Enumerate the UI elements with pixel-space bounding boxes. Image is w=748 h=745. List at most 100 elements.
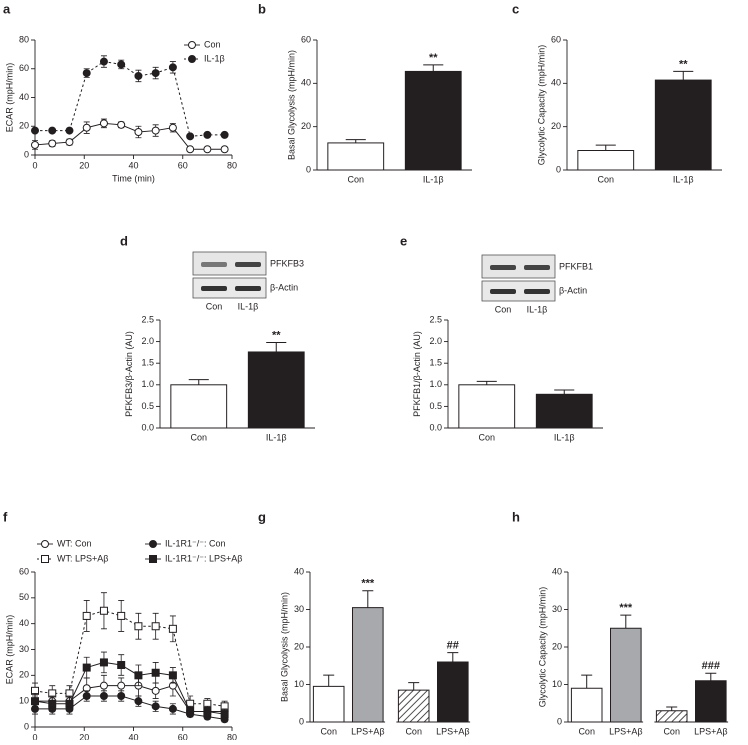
panel-label: a xyxy=(3,1,11,16)
series-line xyxy=(35,695,225,720)
marker xyxy=(99,692,108,700)
significance: ** xyxy=(272,329,281,341)
bar xyxy=(397,689,430,723)
marker xyxy=(117,692,126,700)
marker xyxy=(151,126,160,135)
legend-marker xyxy=(188,41,196,49)
bar xyxy=(247,351,305,429)
marker xyxy=(220,145,229,154)
bar xyxy=(610,627,642,723)
y-tick-label: 0 xyxy=(299,716,304,726)
error-bar xyxy=(705,672,717,681)
band xyxy=(524,265,550,270)
error-bar xyxy=(447,652,459,662)
blot xyxy=(481,280,556,302)
marker xyxy=(168,63,177,72)
marker xyxy=(99,681,108,690)
marker xyxy=(134,71,143,80)
marker xyxy=(168,704,177,713)
bar xyxy=(655,710,688,723)
y-tick-label: 50 xyxy=(19,592,29,602)
bar xyxy=(352,607,384,723)
marker xyxy=(151,69,160,78)
protein-label: PFKFB3 xyxy=(270,258,304,268)
bar xyxy=(327,142,385,171)
significance: ### xyxy=(702,660,720,672)
y-tick-label: 20 xyxy=(294,641,304,651)
marker xyxy=(203,707,212,716)
error-bar xyxy=(266,341,287,352)
lane-label: Con xyxy=(206,301,223,311)
significance: *** xyxy=(619,602,633,614)
y-tick-label: 20 xyxy=(19,670,29,680)
legend-marker xyxy=(41,540,49,548)
panel-label: g xyxy=(258,509,266,524)
band xyxy=(524,289,550,294)
x-tick-label: 80 xyxy=(227,160,237,170)
marker xyxy=(65,699,74,708)
panel-label: c xyxy=(512,1,519,16)
error-bar xyxy=(188,379,209,385)
marker xyxy=(168,671,177,680)
marker xyxy=(134,671,143,680)
error-bar xyxy=(620,614,632,629)
legend-label: IL-1β xyxy=(204,53,225,63)
band xyxy=(201,286,227,291)
marker xyxy=(48,699,57,708)
marker xyxy=(220,130,229,139)
error-bar xyxy=(554,389,575,395)
error-bar xyxy=(423,64,444,72)
protein-label: β-Actin xyxy=(270,282,298,292)
x-tick-label: IL-1β xyxy=(423,174,444,184)
protein-label: PFKFB1 xyxy=(559,261,593,271)
y-tick-label: 60 xyxy=(301,34,311,44)
marker xyxy=(117,120,126,129)
marker xyxy=(82,663,91,672)
marker xyxy=(65,126,74,135)
significance: *** xyxy=(361,578,375,590)
bar xyxy=(312,685,345,723)
band xyxy=(235,286,261,291)
bar xyxy=(437,661,469,723)
marker xyxy=(151,622,160,631)
y-tick-label: 0 xyxy=(557,716,562,726)
x-tick-label: Con xyxy=(320,726,337,736)
x-tick-label: 0 xyxy=(32,732,37,740)
y-tick-label: 20 xyxy=(552,641,562,651)
marker xyxy=(99,119,108,128)
y-tick-label: 2.5 xyxy=(429,314,442,324)
marker xyxy=(65,138,74,147)
legend-label: IL-1R1⁻/⁻: LPS+Aβ xyxy=(165,553,242,563)
x-tick-label: Con xyxy=(578,726,595,736)
band xyxy=(490,289,516,294)
series-line xyxy=(35,61,225,137)
y-tick-label: 10 xyxy=(552,679,562,689)
y-tick-label: 0.5 xyxy=(141,401,154,411)
y-tick-label: 0 xyxy=(24,721,29,731)
bar xyxy=(170,384,228,429)
error-bar xyxy=(362,590,374,608)
y-tick-label: 60 xyxy=(551,34,561,44)
bar xyxy=(570,687,603,723)
y-tick-label: 30 xyxy=(19,644,29,654)
marker xyxy=(117,60,126,69)
marker xyxy=(186,707,195,716)
bar xyxy=(695,680,727,723)
error-bar xyxy=(666,706,678,711)
x-tick-label: LPS+Aβ xyxy=(351,726,384,736)
lane-label: Con xyxy=(495,304,512,314)
marker xyxy=(151,702,160,711)
y-axis-label: Glycolytic Capacity (mpH/min) xyxy=(537,587,547,708)
y-axis-label: PFKFB3/β-Actin (AU) xyxy=(124,331,134,417)
x-tick-label: IL-1β xyxy=(673,174,694,184)
marker xyxy=(134,697,143,706)
y-tick-label: 0.0 xyxy=(141,422,154,432)
band xyxy=(490,265,516,270)
marker xyxy=(82,69,91,78)
y-tick-label: 20 xyxy=(19,121,29,131)
marker xyxy=(48,139,57,148)
band xyxy=(235,262,261,267)
x-tick-label: Con xyxy=(190,432,207,442)
y-axis-label: Basal Glycolysis (mpH/min) xyxy=(286,50,296,160)
